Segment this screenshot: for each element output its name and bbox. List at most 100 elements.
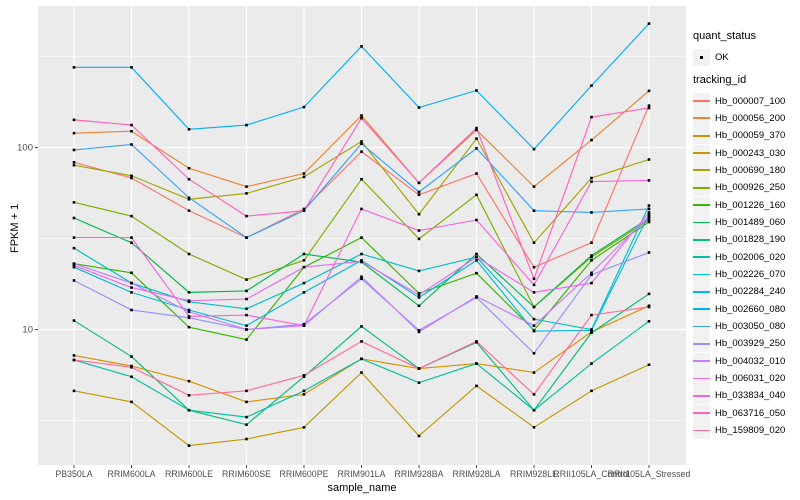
data-point — [360, 357, 363, 361]
data-point — [417, 190, 421, 194]
legend-item-label: Hb_033834_040 — [715, 390, 786, 402]
legend-key — [693, 317, 710, 335]
data-point — [302, 265, 306, 269]
data-point — [72, 216, 76, 220]
data-point — [302, 252, 306, 256]
data-point — [302, 281, 306, 285]
x-tick-label: RRIM928LE — [510, 469, 558, 479]
data-point — [532, 426, 536, 429]
data-point — [130, 365, 133, 369]
data-point — [532, 317, 536, 321]
data-point — [417, 367, 421, 370]
data-point — [647, 220, 651, 224]
legend-line-swatch — [693, 117, 710, 120]
data-point — [245, 236, 248, 239]
data-point — [590, 259, 593, 262]
data-point — [245, 389, 248, 393]
legend-key — [693, 404, 710, 422]
legend-item-ok: OK — [693, 49, 799, 67]
data-point — [360, 142, 363, 146]
legend-item-label: Hb_000007_100 — [715, 95, 786, 107]
legend-item-label: Hb_002226_070 — [715, 268, 786, 280]
legend-key — [693, 109, 710, 127]
data-point — [360, 275, 363, 279]
data-point — [187, 444, 191, 447]
data-point — [532, 351, 536, 355]
data-point — [72, 66, 76, 69]
data-point — [360, 140, 363, 143]
data-point — [187, 316, 191, 320]
x-tick-label: RRIM600SE — [222, 469, 271, 479]
legend-item-Hb_000926_250: Hb_000926_250 — [693, 179, 799, 197]
data-point — [302, 172, 306, 175]
legend-item-label: Hb_000926_250 — [715, 182, 786, 194]
legend-item-Hb_006031_020: Hb_006031_020 — [693, 370, 799, 388]
x-tick-label: RRII105LA_Control — [553, 469, 629, 479]
x-tick-label: RRII105LA_Stressed — [608, 469, 691, 479]
data-point — [187, 379, 191, 383]
data-point — [417, 229, 421, 232]
legend-item-label: Hb_006031_020 — [715, 373, 786, 385]
data-point — [130, 174, 133, 178]
legend-key — [693, 92, 710, 110]
legend-line-swatch — [693, 360, 710, 363]
data-point — [72, 236, 76, 239]
data-point — [360, 207, 363, 211]
data-point — [187, 310, 191, 314]
data-point — [245, 415, 248, 419]
legend-item-Hb_002226_070: Hb_002226_070 — [693, 265, 799, 283]
legend-item-label: Hb_001226_160 — [715, 199, 786, 211]
legend-item-Hb_159809_020: Hb_159809_020 — [693, 422, 799, 440]
data-point — [532, 408, 536, 412]
legend-item-label: Hb_002660_080 — [715, 303, 786, 315]
data-point — [245, 324, 248, 327]
data-point — [360, 114, 363, 117]
legend-line-swatch — [693, 394, 710, 397]
legend-line-swatch — [693, 204, 710, 206]
data-point — [245, 192, 248, 195]
data-point — [590, 115, 593, 119]
data-point — [245, 297, 248, 301]
legend-item-Hb_002660_080: Hb_002660_080 — [693, 300, 799, 318]
data-point — [72, 160, 76, 164]
data-point — [590, 138, 593, 142]
data-point — [647, 179, 651, 182]
legend-line-swatch — [693, 134, 710, 137]
legend-item-label: Hb_001828_190 — [715, 234, 786, 246]
data-point — [590, 84, 593, 87]
data-point — [130, 123, 133, 127]
data-point — [647, 218, 651, 222]
legend-key — [693, 422, 710, 440]
data-point — [302, 393, 306, 396]
data-point — [245, 278, 248, 281]
data-point — [647, 211, 651, 214]
data-point — [302, 259, 306, 262]
legend-item-Hb_003050_080: Hb_003050_080 — [693, 317, 799, 335]
legend-key — [693, 127, 710, 145]
data-point — [187, 325, 191, 329]
data-point — [532, 277, 536, 281]
data-point — [130, 281, 133, 285]
data-point — [245, 423, 248, 426]
legend-item-Hb_000690_180: Hb_000690_180 — [693, 161, 799, 179]
data-point — [532, 241, 536, 245]
y-tick-label: 10 — [22, 325, 33, 336]
data-point — [417, 330, 421, 334]
x-tick-label: RRIM901LA — [338, 469, 386, 479]
data-point — [187, 196, 191, 200]
legend-key — [693, 248, 710, 266]
legend-item-label: Hb_063716_050 — [715, 407, 786, 419]
data-point — [302, 375, 306, 379]
data-point — [532, 393, 536, 396]
legend-item-Hb_000059_370: Hb_000059_370 — [693, 127, 799, 145]
data-point — [532, 265, 536, 269]
data-point — [647, 251, 651, 254]
data-point — [302, 389, 306, 393]
data-point — [72, 264, 76, 267]
data-point — [475, 126, 478, 130]
data-point — [245, 214, 248, 218]
legend-line-swatch — [693, 238, 710, 241]
data-point — [647, 212, 651, 216]
